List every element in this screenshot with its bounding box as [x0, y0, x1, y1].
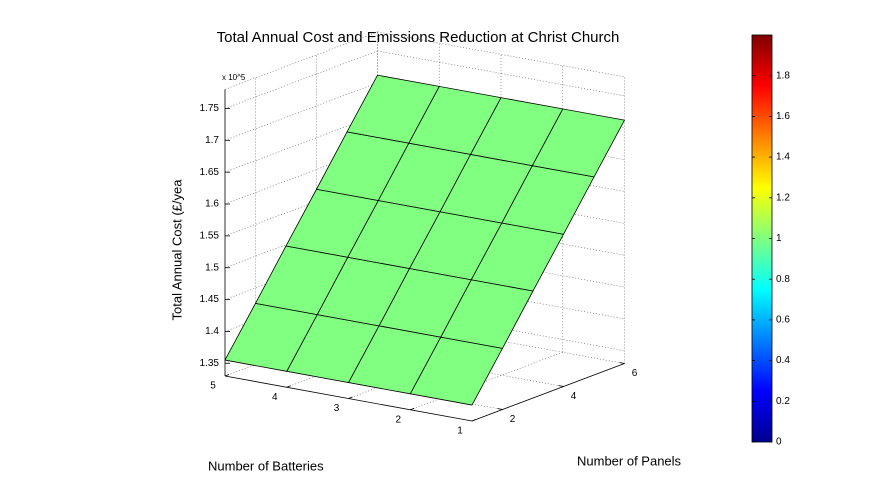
grid-line [224, 50, 378, 109]
colorbar-tick-label: 1.6 [776, 111, 790, 122]
z-tick-label: 1.55 [200, 231, 220, 242]
colorbar-tick-label: 1.4 [776, 152, 790, 163]
x-tick [471, 419, 477, 422]
grid-line [224, 82, 378, 141]
y-axis-label: Number of Panels [577, 453, 682, 468]
grid-line [410, 351, 563, 411]
y-tick-label: 2 [510, 414, 516, 425]
colorbar-tick-label: 0.6 [776, 315, 790, 326]
z-axis-label: Total Annual Cost (£/yea [169, 179, 184, 321]
z-tick-label: 1.7 [205, 135, 219, 146]
box-edge [224, 31, 378, 90]
x-tick-label: 4 [272, 392, 278, 403]
y-tick [558, 385, 564, 387]
x-tick-label: 1 [457, 426, 463, 437]
z-tick-label: 1.75 [200, 103, 220, 114]
colorbar-tick-label: 0.4 [776, 355, 790, 366]
colorbar-tick-label: 1.8 [776, 70, 790, 81]
x-tick [286, 385, 291, 388]
x-tick-label: 2 [395, 414, 401, 425]
y-tick [497, 408, 503, 410]
x-tick [410, 407, 415, 411]
x-tick-label: 5 [210, 381, 216, 392]
colorbar-tick-label: 0.2 [776, 396, 790, 407]
y-axis [471, 363, 625, 422]
x-tick-label: 3 [334, 403, 340, 414]
z-tick-label: 1.45 [200, 294, 220, 305]
x-tick [348, 396, 353, 399]
z-multiplier: x 10^5 [222, 73, 246, 82]
surface-patch [346, 74, 440, 144]
y-tick [619, 362, 625, 364]
z-tick-label: 1.4 [205, 326, 219, 337]
colorbar-tick-label: 0 [776, 437, 782, 448]
x-tick [224, 374, 230, 377]
chart-title: Total Annual Cost and Emissions Reductio… [217, 29, 620, 46]
y-tick-label: 6 [632, 368, 638, 379]
z-tick-label: 1.65 [200, 167, 220, 178]
colorbar-tick-label: 0.8 [776, 274, 790, 285]
colorbar-tick-label: 1.2 [776, 192, 790, 203]
z-tick-label: 1.35 [200, 358, 220, 369]
y-tick-label: 4 [571, 391, 577, 402]
x-axis-label: Number of Batteries [208, 458, 324, 473]
z-tick-label: 1.5 [205, 262, 219, 273]
colorbar-tick-label: 1 [776, 233, 782, 244]
z-tick-label: 1.6 [205, 199, 219, 210]
